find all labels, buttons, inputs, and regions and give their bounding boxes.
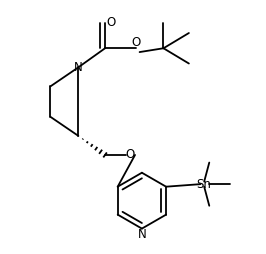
- Text: O: O: [126, 148, 135, 162]
- Text: O: O: [106, 16, 115, 29]
- Text: N: N: [138, 228, 146, 241]
- Text: N: N: [74, 61, 83, 74]
- Text: Sn: Sn: [197, 178, 212, 191]
- Text: O: O: [131, 36, 140, 49]
